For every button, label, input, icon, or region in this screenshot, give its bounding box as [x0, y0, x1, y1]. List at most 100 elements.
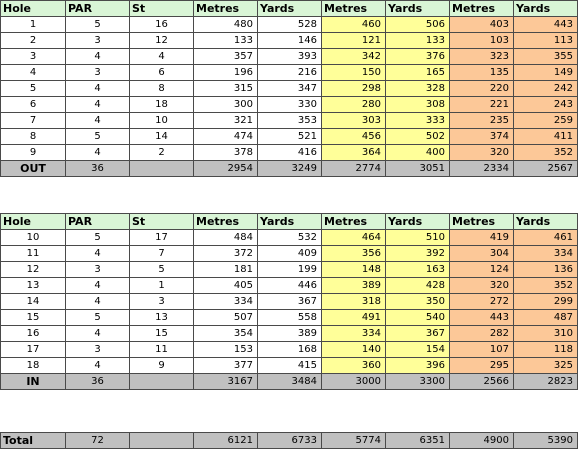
cell-yards-white: 353	[257, 112, 322, 129]
cell-stroke-index: 10	[129, 112, 194, 129]
cell-metres-yellow: 364	[321, 144, 386, 161]
cell-metres-yellow: 389	[321, 277, 386, 294]
cell-yards-yellow: 367	[385, 325, 450, 342]
summary-row: OUT 36 2954 3249 2774 3051 2334 2567	[0, 160, 578, 177]
cell-stroke-index: 1	[129, 277, 194, 294]
cell-yards-red: 149	[513, 64, 578, 81]
cell-metres-yellow: 460	[321, 16, 386, 33]
cell-yards-yellow: 163	[385, 261, 450, 278]
cell-yards-white: 521	[257, 128, 322, 145]
cell-yards-red: 118	[513, 341, 578, 358]
cell-hole: 17	[0, 341, 66, 358]
cell-par: 5	[65, 128, 130, 145]
total-st	[129, 432, 194, 449]
cell-stroke-index: 11	[129, 341, 194, 358]
cell-metres-white: 480	[193, 16, 258, 33]
header-yards-yellow: Yards	[385, 213, 450, 230]
header-yards-white: Yards	[257, 0, 322, 17]
cell-par: 3	[65, 64, 130, 81]
cell-hole: 1	[0, 16, 66, 33]
cell-metres-red: 282	[449, 325, 514, 342]
cell-yards-white: 146	[257, 32, 322, 49]
summary-metres-white: 3167	[193, 373, 258, 390]
total-metres-yellow: 5774	[321, 432, 386, 449]
total-yards-red: 5390	[513, 432, 578, 449]
cell-hole: 9	[0, 144, 66, 161]
header-metres-white: Metres	[193, 0, 258, 17]
cell-yards-red: 259	[513, 112, 578, 129]
summary-hole: IN	[0, 373, 66, 390]
front-nine-table: Hole PAR St Metres Yards Metres Yards Metres Yar…	[0, 0, 578, 177]
cell-metres-white: 377	[193, 357, 258, 374]
cell-stroke-index: 14	[129, 128, 194, 145]
table-row: 5 4 8 315 347 298 328 220 242	[0, 80, 578, 97]
cell-hole: 12	[0, 261, 66, 278]
total-table: Total 72 6121 6733 5774 6351 4900 5390	[0, 432, 578, 449]
header-stroke-index: St	[129, 0, 194, 17]
cell-yards-white: 528	[257, 16, 322, 33]
cell-yards-red: 243	[513, 96, 578, 113]
cell-metres-yellow: 360	[321, 357, 386, 374]
total-par: 72	[65, 432, 130, 449]
cell-metres-white: 474	[193, 128, 258, 145]
cell-stroke-index: 18	[129, 96, 194, 113]
cell-yards-red: 352	[513, 277, 578, 294]
cell-yards-yellow: 350	[385, 293, 450, 310]
cell-hole: 18	[0, 357, 66, 374]
cell-yards-yellow: 154	[385, 341, 450, 358]
cell-yards-yellow: 396	[385, 357, 450, 374]
cell-metres-red: 403	[449, 16, 514, 33]
cell-metres-yellow: 334	[321, 325, 386, 342]
cell-metres-yellow: 491	[321, 309, 386, 326]
cell-metres-white: 321	[193, 112, 258, 129]
cell-yards-red: 113	[513, 32, 578, 49]
summary-stroke-index	[129, 160, 194, 177]
cell-par: 4	[65, 357, 130, 374]
cell-metres-white: 354	[193, 325, 258, 342]
header-row: Hole PAR St Metres Yards Metres Yards Metres Yar…	[0, 0, 578, 17]
cell-stroke-index: 2	[129, 144, 194, 161]
cell-hole: 16	[0, 325, 66, 342]
cell-yards-yellow: 376	[385, 48, 450, 65]
header-metres-red: Metres	[449, 0, 514, 17]
cell-metres-red: 221	[449, 96, 514, 113]
cell-yards-white: 216	[257, 64, 322, 81]
cell-metres-red: 304	[449, 245, 514, 262]
cell-metres-yellow: 298	[321, 80, 386, 97]
cell-hole: 6	[0, 96, 66, 113]
cell-metres-yellow: 464	[321, 229, 386, 246]
table-row: 18 4 9 377 415 360 396 295 325	[0, 357, 578, 374]
cell-yards-red: 411	[513, 128, 578, 145]
cell-yards-red: 136	[513, 261, 578, 278]
summary-par: 36	[65, 160, 130, 177]
cell-yards-yellow: 510	[385, 229, 450, 246]
cell-metres-red: 135	[449, 64, 514, 81]
cell-yards-yellow: 133	[385, 32, 450, 49]
header-metres-yellow: Metres	[321, 0, 386, 17]
summary-row: IN 36 3167 3484 3000 3300 2566 2823	[0, 373, 578, 390]
total-row: Total 72 6121 6733 5774 6351 4900 5390	[0, 432, 578, 449]
cell-yards-red: 487	[513, 309, 578, 326]
cell-yards-red: 310	[513, 325, 578, 342]
cell-yards-red: 352	[513, 144, 578, 161]
table-row: 6 4 18 300 330 280 308 221 243	[0, 96, 578, 113]
header-metres-white: Metres	[193, 213, 258, 230]
table-row: 7 4 10 321 353 303 333 235 259	[0, 112, 578, 129]
cell-metres-white: 507	[193, 309, 258, 326]
cell-par: 3	[65, 261, 130, 278]
summary-yards-white: 3249	[257, 160, 322, 177]
summary-metres-red: 2566	[449, 373, 514, 390]
cell-metres-yellow: 150	[321, 64, 386, 81]
cell-yards-white: 367	[257, 293, 322, 310]
cell-yards-red: 355	[513, 48, 578, 65]
header-row: Hole PAR St Metres Yards Metres Yards Metres Yar…	[0, 213, 578, 230]
summary-stroke-index	[129, 373, 194, 390]
cell-yards-red: 242	[513, 80, 578, 97]
total-yards-white: 6733	[257, 432, 322, 449]
cell-metres-red: 295	[449, 357, 514, 374]
cell-metres-white: 153	[193, 341, 258, 358]
cell-par: 5	[65, 229, 130, 246]
cell-yards-yellow: 333	[385, 112, 450, 129]
cell-yards-white: 558	[257, 309, 322, 326]
table-row: 3 4 4 357 393 342 376 323 355	[0, 48, 578, 65]
